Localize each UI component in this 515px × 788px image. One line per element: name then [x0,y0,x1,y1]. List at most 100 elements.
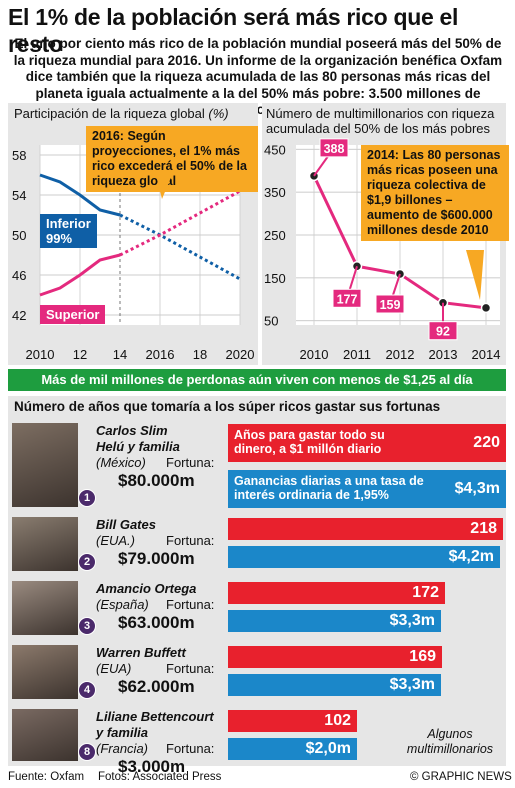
y-tick-label: 42 [12,308,26,323]
x-tick-label: 2020 [226,347,255,362]
person-name: Carlos Slim [96,423,168,438]
years-value: 102 [324,712,351,729]
person-row: 1 Carlos Slim Helú y familia (México) Fortun… [8,421,506,511]
years-bar: 102 [228,710,357,732]
x-tick-label: 2014 [472,347,501,362]
person-name: Liliane Bettencourt [96,709,214,724]
series-projection-0 [119,213,241,281]
upper-series-label: Superior [40,305,106,324]
fortune-value: $62.000m [118,677,195,696]
fortune-value: $80.000m [118,471,195,490]
years-value: 172 [412,584,439,601]
data-label: 92 [436,325,450,339]
rank-badge: 8 [78,743,96,761]
person-country: (México) [96,455,146,470]
person-country: (España) [96,597,149,612]
rank-badge: 2 [78,553,96,571]
x-tick-label: 12 [73,347,87,362]
x-tick-label: 2011 [343,347,371,362]
person-country: (Francia) [96,741,149,756]
fortune-value: $79.000m [118,549,195,568]
data-label-box [375,294,405,314]
person-name: Warren Buffett [96,645,186,660]
y-tick-label: 150 [264,271,286,286]
lower-series-label: Inferior 99% [40,214,97,248]
person-row: 2 Bill Gates (EUA.) Fortuna: $79.000m [8,515,506,575]
left-callout-pointer [156,175,172,199]
fortune-label: Fortuna: [166,455,215,470]
x-tick-label: 2013 [429,347,458,362]
earnings-value: $4,2m [448,548,494,565]
x-tick-label: 2016 [146,347,175,362]
y-tick-label: 450 [264,142,286,157]
left-chart-callout: 2016: Según proyecciones, el 1% más rico… [86,126,258,192]
person-country: (EUA.) [96,533,135,548]
section-title: Número de años que tomaría a los súper r… [8,396,506,418]
credit-text: © GRAPHIC NEWS [410,771,512,783]
person-name-line2: Helú y familia [96,439,180,454]
years-bar: 218 [228,518,503,540]
years-bar: 169 [228,646,442,668]
person-photo [12,709,78,761]
series-line-1 [39,253,121,297]
rank-badge: 4 [78,681,96,699]
data-label-box [332,288,362,308]
person-name: Bill Gates [96,517,156,532]
person-row: 3 Amancio Ortega (España) Fortuna: $63.000m [8,579,506,639]
page-title: El 1% de la población será más rico que … [8,4,459,57]
data-point [351,261,363,272]
x-tick-label: 2010 [300,347,329,362]
person-country: (EUA) [96,661,132,676]
person-photo [12,517,78,571]
data-point [480,302,492,314]
person-row: 8 Liliane Bettencourt y familia (Francia) Fo… [8,707,506,776]
rank-badge: 3 [78,617,96,635]
person-photo [12,581,78,635]
x-tick-label: 2010 [26,347,55,362]
green-banner: Más de mil millones de perdonas aún vive… [8,369,506,391]
data-label: 388 [324,142,345,156]
years-bar: Años para gastar todo su dinero, a $1 mi… [228,424,506,462]
earnings-bar: $4,2m [228,546,500,568]
y-tick-label: 54 [12,188,26,203]
fortune-label: Fortuna: [166,533,215,548]
years-legend-text: Años para gastar todo su dinero, a $1 mi… [234,428,385,456]
fortune-label: Fortuna: [166,661,215,676]
earnings-bar: $3,3m [228,674,441,696]
person-photo [12,645,78,699]
fortune-label: Fortuna: [166,597,215,612]
fortune-value: $3.000m [118,757,186,776]
note-text: Algunos multimillonarios [406,727,494,756]
x-tick-label: 18 [193,347,207,362]
left-chart-title: Participación de la riqueza global (%) [14,106,229,121]
earnings-value: $3,3m [389,676,435,693]
data-label-box [428,321,458,341]
earnings-value: $3,3m [389,612,435,629]
series-line-0 [39,173,121,217]
years-value: 218 [470,520,497,537]
earnings-bar: $3,3m [228,610,441,632]
person-row: 4 Warren Buffett (EUA) Fortuna: $62.000m [8,643,506,703]
y-tick-label: 58 [12,148,26,163]
data-label-box [319,138,349,158]
photos-text: Fotos: Associated Press [98,771,222,783]
y-tick-label: 50 [12,228,26,243]
y-tick-label: 350 [264,185,286,200]
source-text: Fuente: Oxfam [8,771,85,783]
y-tick-label: 46 [12,268,26,283]
earnings-legend-text: Ganancias diarias a una tasa de interés … [234,474,424,502]
earnings-bar: Ganancias diarias a una tasa de interés … [228,470,506,508]
data-label: 177 [337,292,358,306]
right-callout-pointer [466,250,484,300]
x-tick-label: 14 [113,347,127,362]
y-tick-label: 250 [264,228,286,243]
years-value: 169 [409,648,436,665]
person-photo [12,423,78,507]
years-value: 220 [473,434,500,451]
years-bar: 172 [228,582,445,604]
person-name: Amancio Ortega [96,581,197,596]
earnings-value: $4,3m [454,480,500,497]
fortune-value: $63.000m [118,613,195,632]
right-chart-title: Número de multimillonarios con riqueza a… [266,106,495,136]
y-tick-label: 50 [264,314,278,329]
